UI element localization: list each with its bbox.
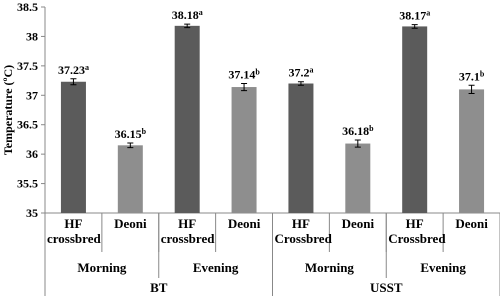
group-label: USST — [369, 280, 403, 295]
y-tick-label: 35 — [26, 206, 38, 220]
bar — [288, 83, 314, 213]
y-tick-label: 36 — [26, 147, 38, 161]
bar — [60, 81, 86, 214]
x-tick-label: HF Crossbred — [274, 216, 332, 246]
data-label-letter: a — [426, 9, 430, 18]
error-bar — [184, 23, 191, 29]
data-label: 36.18b — [342, 124, 374, 138]
group-label: BT — [150, 280, 168, 295]
subgroup-label: Morning — [77, 260, 127, 275]
y-axis-label: Temperature (ºC) — [1, 65, 15, 155]
y-tick-label: 38.5 — [17, 0, 38, 14]
data-label: 37.1b — [459, 69, 485, 83]
subgroup-label: Morning — [304, 260, 354, 275]
data-label-letter: b — [142, 127, 147, 136]
data-label-value: 37.23 — [58, 63, 85, 77]
error-bar — [411, 24, 418, 29]
bar — [231, 87, 257, 213]
bar — [174, 25, 200, 213]
data-label-value: 37.1 — [459, 69, 480, 83]
data-label: 38.17a — [399, 9, 430, 23]
y-tick-label: 38 — [26, 29, 38, 43]
subgroup-label: Evening — [420, 260, 466, 275]
y-tick-label: 37.5 — [17, 59, 38, 73]
x-tick-label: Deoni — [455, 216, 488, 231]
error-bar — [354, 139, 361, 148]
bar — [459, 89, 485, 213]
error-bar — [70, 78, 77, 86]
error-bar — [468, 84, 475, 95]
x-tick-label: HF crossbred — [47, 216, 101, 246]
data-label-letter: b — [480, 69, 485, 78]
data-label-value: 36.15 — [115, 127, 142, 141]
data-label-letter: a — [85, 63, 89, 72]
data-label: 37.23a — [58, 63, 89, 77]
x-tick-label: HF crossbred — [160, 216, 215, 246]
x-tick-label: Deoni — [341, 216, 375, 231]
data-label-value: 36.18 — [342, 124, 369, 138]
x-tick-label: Deoni — [227, 216, 261, 231]
data-label-letter: b — [369, 124, 374, 133]
y-tick-label: 36.5 — [17, 118, 38, 132]
data-label-value: 38.17 — [399, 9, 426, 23]
data-label-value: 38.18 — [172, 8, 199, 22]
error-bar — [127, 142, 134, 149]
x-tick-label: HF Crossbred — [388, 216, 446, 246]
y-tick-label: 37 — [26, 88, 38, 102]
data-label: 37.2a — [288, 66, 313, 80]
y-tick-label: 35.5 — [17, 177, 38, 191]
data-label: 36.15b — [115, 127, 147, 141]
bar — [345, 143, 371, 213]
bar — [402, 26, 428, 214]
data-label-value: 37.14 — [228, 68, 255, 82]
data-label-letter: a — [199, 8, 203, 17]
subgroup-label: Evening — [192, 260, 239, 275]
bar — [117, 145, 143, 213]
x-tick-label: Deoni — [114, 216, 147, 231]
error-bar — [241, 83, 248, 92]
data-label-letter: b — [255, 68, 260, 77]
error-bar — [297, 81, 304, 86]
data-label: 37.14b — [228, 68, 260, 82]
data-label-letter: a — [309, 66, 313, 75]
data-label: 38.18a — [172, 8, 203, 22]
data-label-value: 37.2 — [288, 66, 309, 80]
